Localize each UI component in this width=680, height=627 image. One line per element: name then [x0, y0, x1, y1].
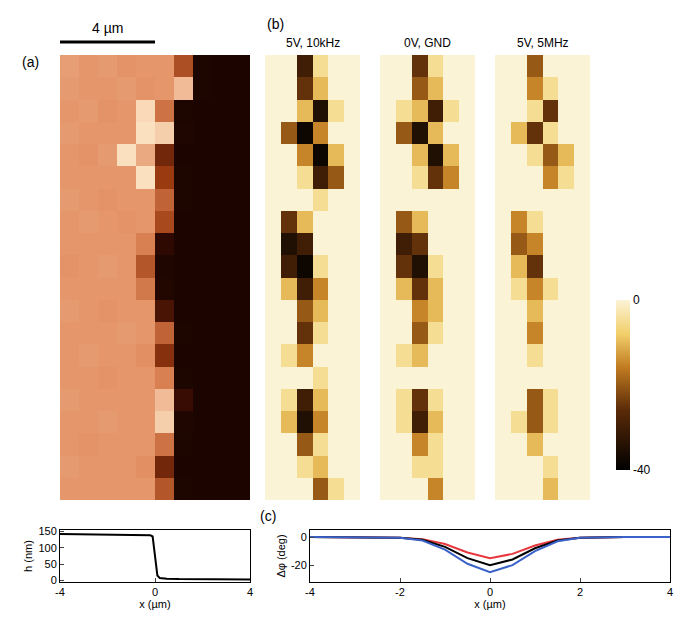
svg-text:(b): (b)	[267, 16, 284, 32]
svg-text:150: 150	[38, 525, 56, 537]
svg-text:0: 0	[152, 586, 158, 598]
svg-text:0V, GND: 0V, GND	[404, 36, 451, 50]
svg-text:0: 0	[487, 586, 493, 598]
svg-text:5V, 10kHz: 5V, 10kHz	[286, 36, 340, 50]
svg-text:4: 4	[667, 586, 673, 598]
svg-text:0: 0	[301, 531, 307, 543]
svg-text:-2: -2	[395, 586, 405, 598]
svg-text:0: 0	[51, 574, 57, 586]
svg-text:-20: -20	[291, 559, 307, 571]
svg-text:-4: -4	[55, 586, 65, 598]
svg-text:100: 100	[38, 542, 56, 554]
svg-text:x (µm): x (µm)	[139, 598, 170, 610]
svg-text:h (nm): h (nm)	[22, 540, 34, 572]
svg-text:4: 4	[247, 586, 253, 598]
svg-text:(c): (c)	[260, 508, 276, 524]
svg-text:2: 2	[577, 586, 583, 598]
svg-text:Δφ (deg): Δφ (deg)	[275, 534, 287, 577]
svg-text:x (µm): x (µm)	[474, 598, 505, 610]
svg-text:-40: -40	[633, 463, 651, 477]
svg-text:50: 50	[45, 558, 57, 570]
svg-text:4 µm: 4 µm	[92, 20, 123, 36]
svg-text:-4: -4	[305, 586, 315, 598]
svg-text:0: 0	[633, 293, 640, 307]
svg-text:(a): (a)	[22, 54, 39, 70]
svg-text:5V, 5MHz: 5V, 5MHz	[517, 36, 569, 50]
